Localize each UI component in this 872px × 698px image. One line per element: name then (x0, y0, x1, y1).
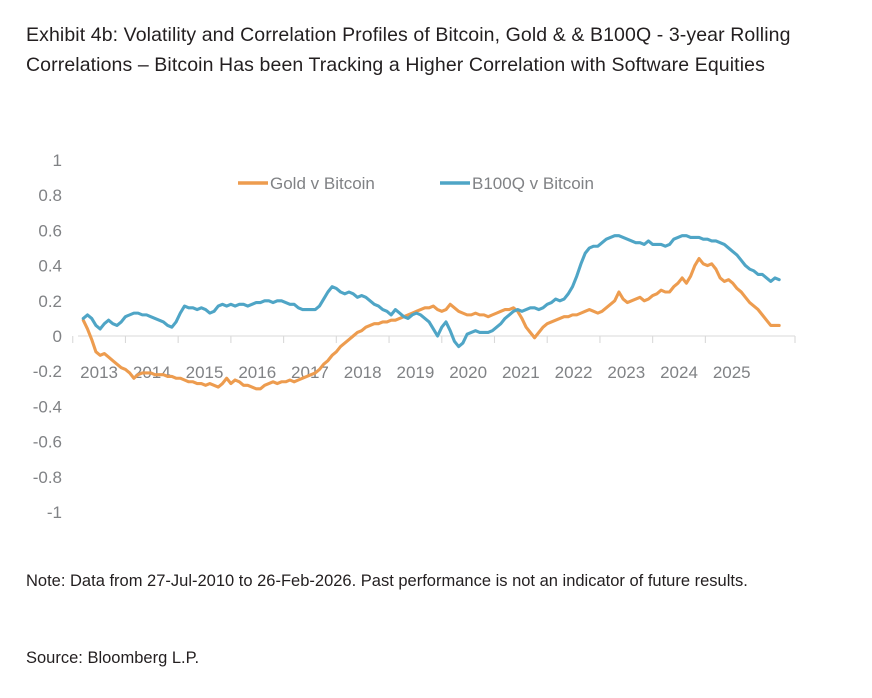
x-axis-tick-label: 2020 (449, 363, 487, 382)
y-axis-tick-label: 0.4 (38, 257, 62, 276)
y-axis-tick-label: -0.8 (33, 468, 62, 487)
page-title: Exhibit 4b: Volatility and Correlation P… (26, 24, 797, 76)
plot-lines (81, 234, 781, 391)
series-line-gold-v-bitcoin (81, 257, 781, 391)
note-text: Note: Data from 27-Jul-2010 to 26-Feb-20… (26, 572, 748, 590)
y-axis-tick-label: 1 (53, 151, 62, 170)
chart-figure: 1 0.8 0.6 0.4 0.2 0 -0.2 -0.4 -0.6 -0.8 -1 2013 201… (0, 140, 872, 560)
x-axis-tick-label: 2015 (186, 363, 224, 382)
correlation-line-chart: 1 0.8 0.6 0.4 0.2 0 -0.2 -0.4 -0.6 -0.8 -1 2013 201… (33, 151, 796, 522)
series-line-b100q-v-bitcoin (81, 234, 781, 349)
y-axis-ticks: 1 0.8 0.6 0.4 0.2 0 -0.2 -0.4 -0.6 -0.8 -1 (33, 151, 62, 522)
y-axis-tick-label: -0.2 (33, 362, 62, 381)
legend-label-0: Gold v Bitcoin (270, 174, 375, 193)
x-axis-tick-label: 2025 (713, 363, 751, 382)
y-axis-tick-label: 0.8 (38, 186, 62, 205)
y-axis-tick-label: -0.6 (33, 433, 62, 452)
source-text: Source: Bloomberg L.P. (26, 649, 200, 667)
x-axis-tick-label: 2021 (502, 363, 540, 382)
x-axis-tick-label: 2024 (660, 363, 698, 382)
x-axis-tick-label: 2013 (80, 363, 118, 382)
y-axis-tick-label: -1 (47, 503, 62, 522)
x-axis-tick-label: 2023 (607, 363, 645, 382)
x-axis-ticks: 2013 2014 2015 2016 2017 2018 2019 2020 2021 2022… (80, 363, 750, 382)
zero-line-group (72, 335, 796, 343)
x-axis-tick-label: 2018 (344, 363, 382, 382)
y-axis-tick-label: 0.6 (38, 221, 62, 240)
y-axis-tick-label: 0.2 (38, 292, 62, 311)
chart-legend: Gold v Bitcoin B100Q v Bitcoin (238, 174, 594, 193)
y-axis-tick-label: 0 (53, 327, 62, 346)
x-axis-tick-label: 2016 (238, 363, 276, 382)
legend-label-1: B100Q v Bitcoin (472, 174, 594, 193)
y-axis-tick-label: -0.4 (33, 397, 62, 416)
x-axis-tick-label: 2019 (396, 363, 434, 382)
x-axis-tick-label: 2022 (555, 363, 593, 382)
